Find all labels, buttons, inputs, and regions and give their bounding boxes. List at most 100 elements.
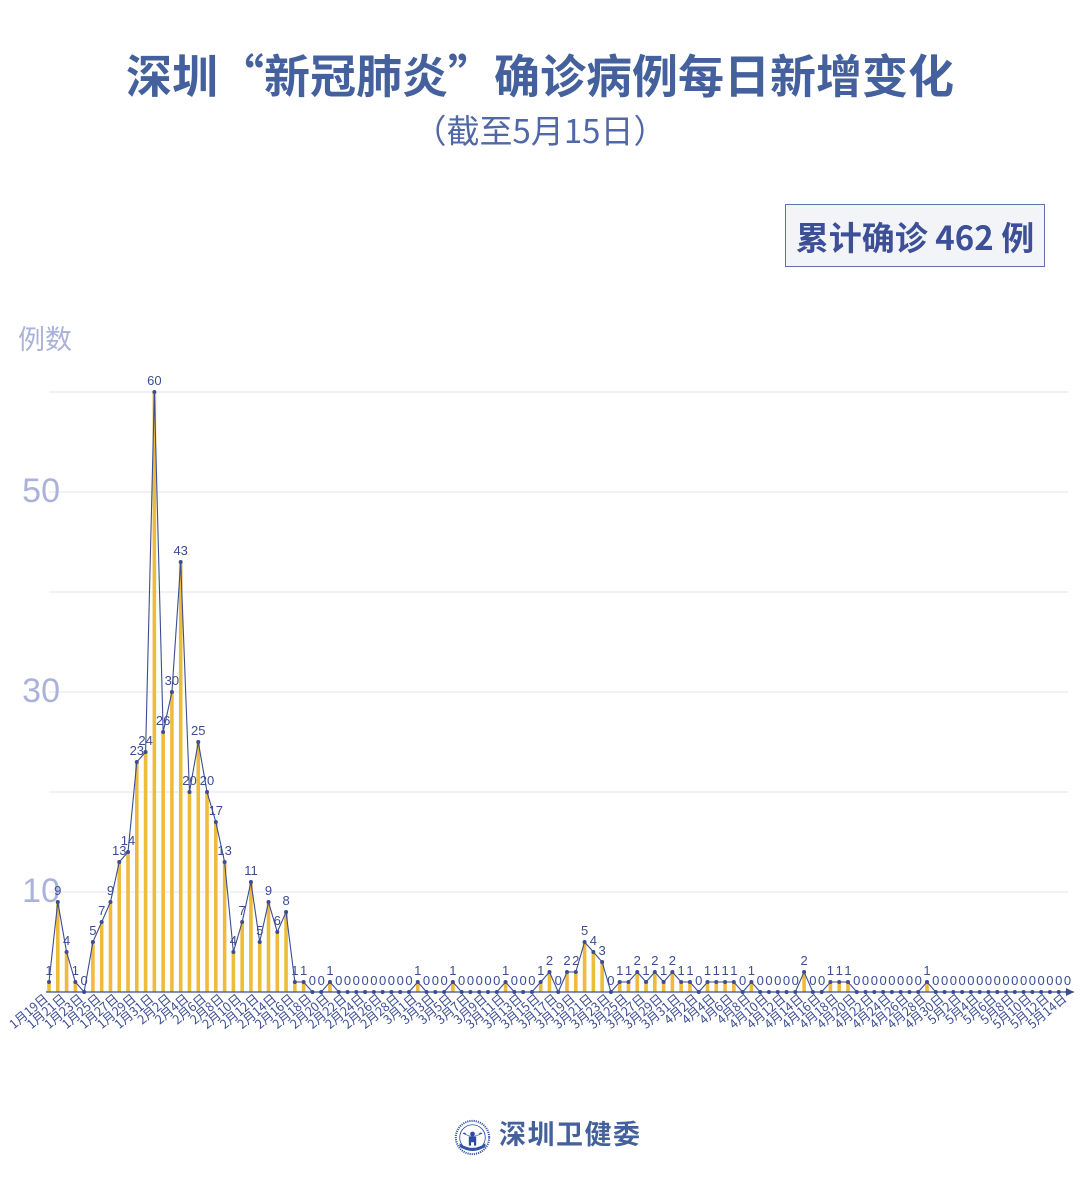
svg-text:17: 17 bbox=[209, 803, 223, 818]
svg-text:26: 26 bbox=[156, 713, 170, 728]
svg-text:30: 30 bbox=[165, 673, 179, 688]
svg-text:1: 1 bbox=[836, 963, 843, 978]
svg-text:0: 0 bbox=[361, 973, 368, 988]
svg-text:1: 1 bbox=[291, 963, 298, 978]
svg-text:0: 0 bbox=[757, 973, 764, 988]
svg-text:0: 0 bbox=[520, 973, 527, 988]
svg-text:0: 0 bbox=[818, 973, 825, 988]
svg-text:7: 7 bbox=[98, 903, 105, 918]
svg-text:20: 20 bbox=[200, 773, 214, 788]
svg-text:0: 0 bbox=[467, 973, 474, 988]
svg-text:0: 0 bbox=[440, 973, 447, 988]
svg-text:1: 1 bbox=[827, 963, 834, 978]
svg-text:0: 0 bbox=[906, 973, 913, 988]
svg-text:0: 0 bbox=[915, 973, 922, 988]
svg-text:4: 4 bbox=[590, 933, 597, 948]
svg-text:0: 0 bbox=[555, 973, 562, 988]
svg-text:0: 0 bbox=[335, 973, 342, 988]
svg-text:4: 4 bbox=[230, 933, 237, 948]
svg-text:1: 1 bbox=[537, 963, 544, 978]
svg-text:0: 0 bbox=[476, 973, 483, 988]
svg-text:0: 0 bbox=[388, 973, 395, 988]
svg-text:0: 0 bbox=[1002, 973, 1009, 988]
svg-text:0: 0 bbox=[309, 973, 316, 988]
svg-text:0: 0 bbox=[511, 973, 518, 988]
svg-text:0: 0 bbox=[1046, 973, 1053, 988]
svg-text:0: 0 bbox=[871, 973, 878, 988]
svg-text:2: 2 bbox=[572, 953, 579, 968]
svg-text:11: 11 bbox=[244, 863, 258, 878]
svg-text:0: 0 bbox=[1020, 973, 1027, 988]
svg-text:0: 0 bbox=[739, 973, 746, 988]
svg-text:8: 8 bbox=[282, 893, 289, 908]
svg-text:0: 0 bbox=[370, 973, 377, 988]
svg-text:0: 0 bbox=[809, 973, 816, 988]
svg-text:0: 0 bbox=[1029, 973, 1036, 988]
svg-text:7: 7 bbox=[239, 903, 246, 918]
svg-text:9: 9 bbox=[54, 883, 61, 898]
svg-text:0: 0 bbox=[950, 973, 957, 988]
svg-text:0: 0 bbox=[792, 973, 799, 988]
svg-text:0: 0 bbox=[941, 973, 948, 988]
svg-text:1: 1 bbox=[45, 963, 52, 978]
svg-text:0: 0 bbox=[1038, 973, 1045, 988]
svg-text:0: 0 bbox=[528, 973, 535, 988]
svg-text:0: 0 bbox=[607, 973, 614, 988]
svg-text:0: 0 bbox=[994, 973, 1001, 988]
svg-text:0: 0 bbox=[932, 973, 939, 988]
svg-text:1: 1 bbox=[502, 963, 509, 978]
svg-text:14: 14 bbox=[121, 833, 135, 848]
svg-text:0: 0 bbox=[353, 973, 360, 988]
svg-text:0: 0 bbox=[879, 973, 886, 988]
svg-text:0: 0 bbox=[774, 973, 781, 988]
svg-text:2: 2 bbox=[651, 953, 658, 968]
svg-text:0: 0 bbox=[888, 973, 895, 988]
svg-text:0: 0 bbox=[379, 973, 386, 988]
svg-text:0: 0 bbox=[1011, 973, 1018, 988]
svg-text:1: 1 bbox=[844, 963, 851, 978]
svg-text:60: 60 bbox=[147, 373, 161, 388]
svg-text:2: 2 bbox=[546, 953, 553, 968]
svg-text:0: 0 bbox=[959, 973, 966, 988]
svg-text:0: 0 bbox=[976, 973, 983, 988]
svg-text:0: 0 bbox=[397, 973, 404, 988]
svg-text:13: 13 bbox=[217, 843, 231, 858]
svg-text:1: 1 bbox=[721, 963, 728, 978]
svg-text:1: 1 bbox=[713, 963, 720, 978]
svg-text:0: 0 bbox=[1064, 973, 1071, 988]
svg-text:1: 1 bbox=[625, 963, 632, 978]
svg-text:1: 1 bbox=[642, 963, 649, 978]
svg-text:0: 0 bbox=[967, 973, 974, 988]
svg-text:9: 9 bbox=[107, 883, 114, 898]
svg-text:0: 0 bbox=[458, 973, 465, 988]
svg-text:2: 2 bbox=[800, 953, 807, 968]
svg-text:0: 0 bbox=[695, 973, 702, 988]
svg-text:0: 0 bbox=[862, 973, 869, 988]
svg-text:1: 1 bbox=[923, 963, 930, 978]
svg-text:4: 4 bbox=[63, 933, 70, 948]
svg-text:5: 5 bbox=[256, 923, 263, 938]
svg-text:0: 0 bbox=[765, 973, 772, 988]
svg-text:30: 30 bbox=[22, 672, 60, 710]
svg-text:1: 1 bbox=[616, 963, 623, 978]
svg-text:0: 0 bbox=[423, 973, 430, 988]
svg-text:5: 5 bbox=[581, 923, 588, 938]
svg-text:0: 0 bbox=[484, 973, 491, 988]
svg-text:0: 0 bbox=[344, 973, 351, 988]
svg-text:3: 3 bbox=[599, 943, 606, 958]
svg-text:0: 0 bbox=[985, 973, 992, 988]
svg-text:50: 50 bbox=[22, 472, 60, 510]
svg-text:2: 2 bbox=[634, 953, 641, 968]
svg-text:0: 0 bbox=[853, 973, 860, 988]
svg-text:0: 0 bbox=[405, 973, 412, 988]
svg-text:0: 0 bbox=[783, 973, 790, 988]
svg-text:5: 5 bbox=[89, 923, 96, 938]
svg-text:1: 1 bbox=[449, 963, 456, 978]
svg-text:0: 0 bbox=[897, 973, 904, 988]
svg-text:1: 1 bbox=[414, 963, 421, 978]
svg-text:0: 0 bbox=[81, 973, 88, 988]
svg-text:1: 1 bbox=[660, 963, 667, 978]
svg-text:25: 25 bbox=[191, 723, 205, 738]
svg-text:2: 2 bbox=[669, 953, 676, 968]
svg-text:0: 0 bbox=[493, 973, 500, 988]
